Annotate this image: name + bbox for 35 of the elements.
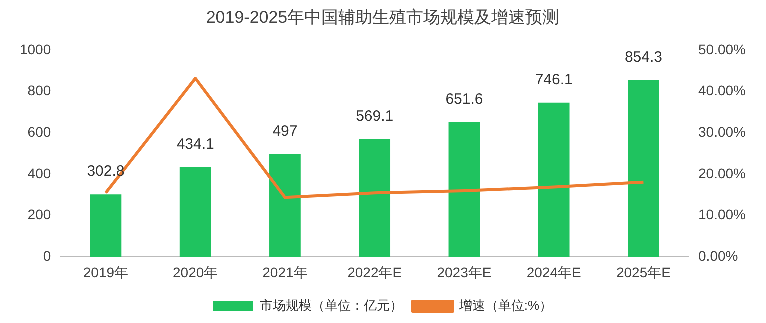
bar (538, 102, 570, 258)
legend-label: 增速（单位:%） (458, 298, 553, 314)
bar (270, 154, 301, 258)
y-tick-label: 800 (28, 82, 52, 99)
x-tick-label: 2022年E (348, 264, 402, 280)
bar (448, 122, 480, 258)
y-tick-label: 200 (28, 206, 52, 223)
legend-label: 市场规模（单位：亿元） (260, 298, 403, 314)
bar (90, 194, 122, 258)
x-tick-label: 2023年E (437, 264, 492, 280)
x-tick-label: 2019年 (83, 264, 129, 280)
y2-tick-label: 10.00% (698, 206, 746, 223)
y2-tick-label: 50.00% (698, 41, 746, 58)
bar (180, 167, 212, 258)
data-label: 746.1 (535, 72, 573, 89)
x-tick-label: 2020年 (173, 264, 218, 280)
bar (359, 140, 391, 258)
y-tick-label: 1000 (20, 41, 52, 58)
y2-tick-label: 0.00% (698, 248, 738, 264)
data-label: 569.1 (356, 108, 394, 126)
y2-tick-label: 30.00% (698, 124, 746, 140)
data-label: 651.6 (446, 91, 484, 108)
bar (628, 80, 660, 258)
y2-tick-label: 40.00% (698, 82, 746, 99)
x-tick-label: 2021年 (262, 264, 308, 280)
y2-tick-label: 20.00% (698, 165, 746, 182)
data-label: 434.1 (176, 136, 214, 154)
chart-title: 2019-2025年中国辅助生殖市场规模及增速预测 (206, 8, 560, 27)
x-tick-label: 2024年E (526, 264, 582, 280)
y-tick-label: 600 (28, 124, 52, 140)
y-tick-label: 0 (43, 248, 52, 264)
data-label: 497 (272, 123, 298, 140)
y-tick-label: 400 (28, 165, 52, 182)
x-tick-label: 2025年E (616, 264, 671, 280)
data-label: 854.3 (624, 49, 662, 66)
